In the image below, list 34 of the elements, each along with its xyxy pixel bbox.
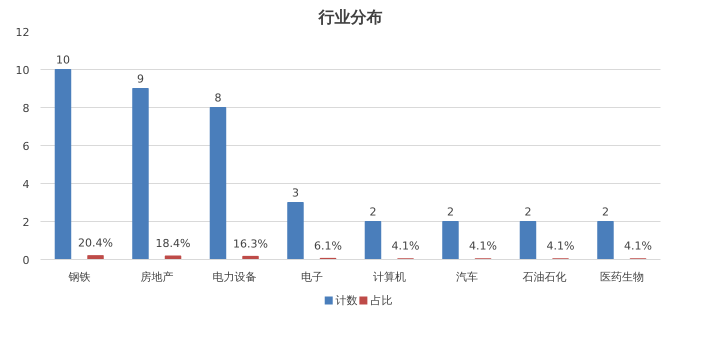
- data-label: 4.1%: [624, 240, 652, 253]
- data-label: 6.1%: [314, 239, 342, 252]
- data-label: 2: [446, 206, 454, 218]
- data-label: 8: [214, 92, 222, 104]
- data-label: 9: [136, 72, 144, 86]
- x-tick-label: 医药生物: [600, 270, 644, 284]
- x-tick-label: 电力设备: [212, 270, 256, 284]
- chart-title: 行业分布: [318, 8, 382, 26]
- data-label: 10: [56, 54, 70, 66]
- x-tick-label: 汽车: [456, 270, 478, 284]
- x-tick-label: 钢铁: [67, 270, 90, 284]
- data-label: 4.1%: [392, 240, 420, 253]
- y-tick-label: 6: [22, 140, 30, 153]
- data-label: 2: [602, 206, 609, 218]
- data-label: 20.4%: [78, 236, 114, 250]
- data-label: 4.1%: [546, 240, 575, 253]
- y-tick-label: 8: [22, 102, 30, 115]
- y-tick-label: 0: [22, 254, 30, 267]
- data-label: 2: [524, 206, 532, 218]
- x-tick-label: 电子: [300, 270, 323, 284]
- legend-label: 占比: [370, 294, 392, 307]
- x-tick-label: 房地产: [140, 270, 174, 284]
- data-label: 18.4%: [156, 237, 191, 250]
- data-label: 2: [369, 206, 376, 218]
- y-tick-label: 10: [16, 64, 30, 77]
- y-tick-label: 12: [16, 26, 30, 39]
- data-label: 16.3%: [233, 237, 268, 250]
- y-tick-label: 4: [22, 178, 30, 191]
- data-label: 4.1%: [469, 240, 498, 253]
- y-tick-label: 2: [22, 216, 30, 229]
- x-tick-label: 石油石化: [522, 270, 566, 284]
- x-tick-label: 计算机: [372, 270, 406, 284]
- legend-label: 计数: [336, 294, 358, 307]
- data-label: 3: [292, 186, 299, 200]
